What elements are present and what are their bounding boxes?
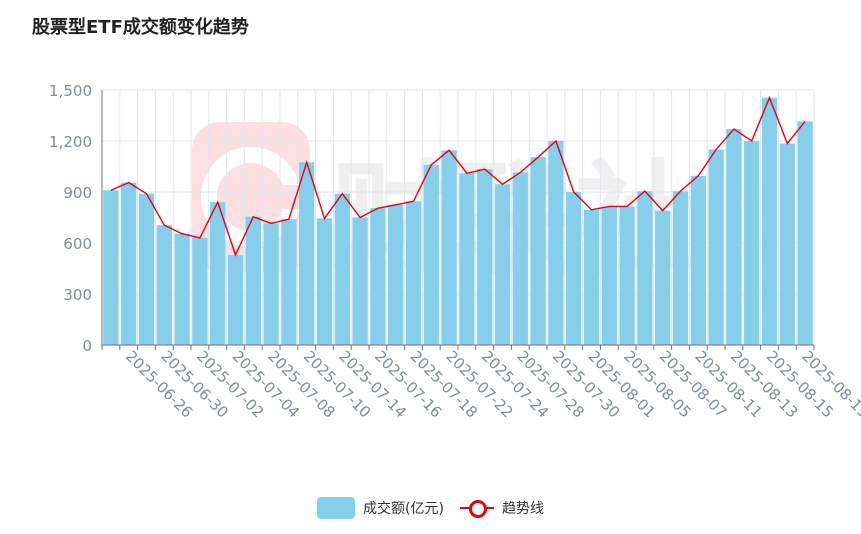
bar bbox=[761, 97, 778, 346]
bar bbox=[281, 219, 297, 345]
bar bbox=[227, 254, 244, 345]
bar bbox=[459, 173, 475, 345]
y-tick-label: 600 bbox=[63, 235, 92, 253]
bar bbox=[530, 157, 546, 345]
bar bbox=[192, 237, 208, 345]
bar bbox=[779, 143, 795, 345]
bar bbox=[405, 201, 422, 345]
bar bbox=[494, 184, 511, 345]
bar bbox=[103, 190, 119, 345]
bar bbox=[388, 204, 404, 345]
y-tick-label: 300 bbox=[63, 286, 92, 304]
y-tick-label: 1,500 bbox=[49, 82, 92, 100]
bar bbox=[744, 141, 760, 345]
bar bbox=[655, 210, 671, 345]
bar bbox=[441, 150, 457, 345]
bar bbox=[121, 182, 137, 345]
bar bbox=[672, 191, 689, 345]
trend-line bbox=[110, 95, 806, 257]
bar bbox=[138, 193, 155, 345]
bar bbox=[708, 149, 724, 345]
bar bbox=[797, 121, 813, 345]
y-tick-label: 900 bbox=[63, 184, 92, 202]
bar bbox=[512, 172, 528, 345]
bar bbox=[548, 141, 564, 345]
legend-label-turnover: 成交额(亿元) bbox=[363, 501, 444, 517]
grid-lines bbox=[101, 89, 815, 345]
bar bbox=[299, 162, 315, 345]
bar bbox=[601, 206, 617, 345]
legend-item-turnover[interactable]: 成交额(亿元) bbox=[317, 497, 444, 519]
bar bbox=[352, 217, 368, 345]
trend-line-series bbox=[110, 95, 806, 257]
bar bbox=[245, 216, 261, 345]
legend-label-trend: 趋势线 bbox=[501, 501, 544, 517]
bar bbox=[423, 164, 439, 345]
legend: 成交额(亿元) 趋势线 bbox=[0, 497, 861, 519]
legend-item-trend[interactable]: 趋势线 bbox=[459, 498, 544, 518]
bar bbox=[566, 192, 582, 345]
bar bbox=[316, 218, 333, 345]
bar-series bbox=[103, 97, 813, 346]
legend-bar-swatch-icon bbox=[317, 497, 356, 519]
bar bbox=[583, 209, 600, 345]
bar bbox=[263, 223, 279, 345]
bar bbox=[370, 208, 386, 345]
bar bbox=[334, 193, 350, 345]
y-tick-label: 1,200 bbox=[49, 133, 92, 151]
legend-line-marker-icon bbox=[459, 498, 494, 518]
bar bbox=[726, 129, 742, 345]
bar bbox=[637, 191, 653, 345]
bar bbox=[619, 206, 635, 345]
bar bbox=[156, 225, 172, 345]
bar bbox=[174, 233, 190, 345]
bar bbox=[477, 169, 493, 345]
y-tick-label: 0 bbox=[82, 337, 92, 355]
chart-title: 股票型ETF成交额变化趋势 bbox=[32, 17, 249, 38]
bar bbox=[690, 175, 706, 345]
bar bbox=[210, 202, 226, 345]
